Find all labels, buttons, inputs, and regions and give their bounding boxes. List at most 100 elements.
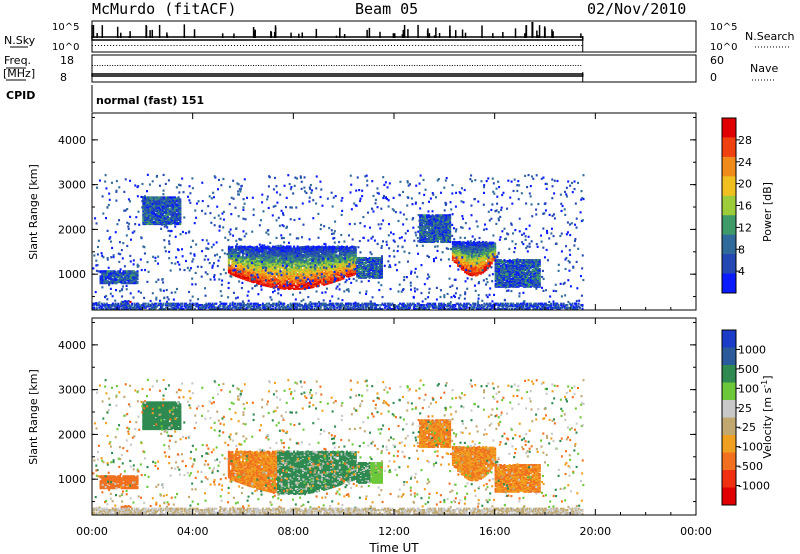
heatmap-cell <box>333 248 336 252</box>
heatmap-cell <box>122 270 125 273</box>
heatmap-cell <box>277 258 280 261</box>
heatmap-cell <box>256 278 259 281</box>
heatmap-cell <box>154 196 157 199</box>
nave-dot <box>222 65 224 66</box>
heatmap-cell <box>498 285 501 288</box>
heatmap-cell <box>538 276 541 279</box>
heatmap-cell <box>310 286 313 289</box>
heatmap-cell <box>293 266 296 269</box>
heatmap-cell <box>345 245 348 248</box>
heatmap-cell <box>266 250 269 253</box>
heatmap-cell <box>275 247 278 250</box>
heatmap-cell <box>340 257 343 260</box>
heatmap-cell <box>136 281 139 284</box>
heatmap-cell <box>315 257 318 260</box>
heatmap-cell <box>352 263 355 266</box>
heatmap-cell <box>271 245 274 248</box>
heatmap-cell <box>236 245 239 249</box>
nave-dot <box>275 65 277 66</box>
heatmap-cell <box>474 265 477 268</box>
heatmap-cell <box>301 274 304 277</box>
heatmap-cell <box>481 251 484 254</box>
heatmap-cell <box>270 283 273 286</box>
heatmap-cell <box>264 246 267 249</box>
nave-dot <box>401 65 403 66</box>
nsearch-dot <box>215 45 217 46</box>
heatmap-cell <box>264 257 267 261</box>
heatmap-cell <box>505 260 508 263</box>
heatmap-cell <box>229 252 232 255</box>
date-title: 02/Nov/2010 <box>587 0 687 18</box>
heatmap-cell <box>340 253 343 256</box>
heatmap-cell <box>117 270 120 273</box>
heatmap-cell <box>229 267 232 271</box>
nave-dot <box>190 65 192 66</box>
nave-dot <box>102 65 104 66</box>
heatmap-cell <box>365 261 368 265</box>
heatmap-cell <box>460 262 463 265</box>
nsearch-dot <box>484 45 486 46</box>
heatmap-cell <box>323 283 326 286</box>
heatmap-cell <box>271 250 274 253</box>
heatmap-cell <box>147 202 150 205</box>
nsky-baseline <box>91 36 584 41</box>
heatmap-cell <box>315 260 318 263</box>
heatmap-cell <box>512 259 515 262</box>
nsearch-dot <box>152 45 154 46</box>
heatmap-cell <box>296 272 299 276</box>
heatmap-cell <box>303 256 306 259</box>
nsearch-dot <box>566 45 568 46</box>
heatmap-cell <box>229 264 232 268</box>
nave-dot <box>336 65 338 66</box>
nsearch-dot <box>493 45 495 46</box>
heatmap-cell <box>234 245 237 248</box>
heatmap-cell <box>243 272 246 275</box>
heatmap-cell <box>317 280 320 284</box>
heatmap-cell <box>345 263 348 266</box>
heatmap-cell <box>277 269 280 272</box>
heatmap-cell <box>168 210 171 213</box>
nave-dot <box>227 65 229 66</box>
nave-dot <box>243 65 244 66</box>
heatmap-cell <box>481 240 484 244</box>
beam-title: Beam 05 <box>355 0 419 18</box>
nave-dot <box>361 65 363 66</box>
nsearch-dot <box>125 45 127 46</box>
heatmap-cell <box>503 281 506 284</box>
heatmap-cell <box>236 263 239 266</box>
heatmap-cell <box>310 245 313 249</box>
nave-dot <box>245 65 247 66</box>
nave-dot <box>283 65 285 66</box>
heatmap-cell <box>259 253 262 256</box>
heatmap-cell <box>522 261 525 265</box>
nsearch-dot <box>321 45 323 46</box>
heatmap-cell <box>465 241 468 244</box>
nave-dot <box>127 65 129 66</box>
heatmap-cell <box>280 247 283 251</box>
heatmap-cell <box>462 265 465 268</box>
heatmap-cell <box>257 249 260 252</box>
nave-dot <box>394 65 395 66</box>
heatmap-cell <box>296 245 299 248</box>
heatmap-cell <box>380 256 383 260</box>
nave-dot <box>461 65 463 66</box>
heatmap-cell <box>533 260 536 264</box>
heatmap-cell <box>240 265 243 268</box>
nave-dot <box>565 65 567 66</box>
heatmap-cell <box>363 272 366 275</box>
freq-unit: [MHz] <box>3 67 35 80</box>
heatmap-cell <box>287 283 290 287</box>
nave-dot <box>303 65 305 66</box>
nsearch-dot <box>378 45 380 46</box>
nave-dot <box>212 65 214 66</box>
nave-dot <box>484 65 486 66</box>
heatmap-cell <box>256 257 259 260</box>
nsearch-dot <box>203 45 205 46</box>
heatmap-cell <box>134 271 137 274</box>
heatmap-cell <box>106 280 109 283</box>
heatmap-cell <box>243 252 246 255</box>
heatmap-cell <box>300 246 303 249</box>
heatmap-cell <box>483 247 486 250</box>
heatmap-cell <box>118 276 121 279</box>
nsearch-dot <box>218 45 220 46</box>
